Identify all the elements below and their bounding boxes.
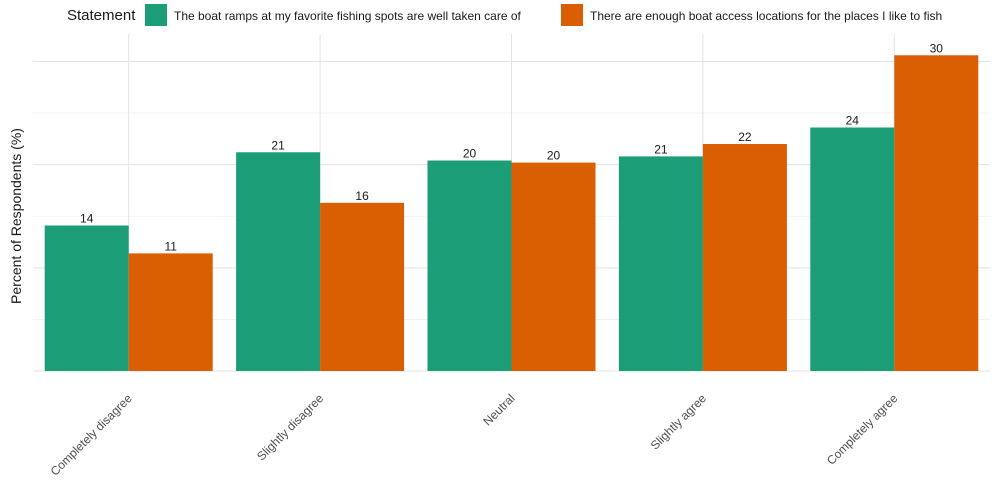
x-tick-label: Completely agree — [824, 391, 901, 468]
legend-key-series-1 — [145, 4, 167, 26]
legend: Statement The boat ramps at my favorite … — [0, 0, 998, 34]
x-tick-label: Neutral — [480, 391, 517, 428]
bar-series-2-completely-agree — [894, 55, 979, 372]
x-tick-label: Completely disagree — [48, 391, 135, 478]
bar-series-2-slightly-disagree — [320, 202, 405, 371]
data-labels: 14 11 21 16 20 20 21 22 24 30 — [80, 41, 943, 253]
data-label: 20 — [463, 147, 477, 161]
data-label: 22 — [738, 130, 752, 144]
legend-label-series-1: The boat ramps at my favorite fishing sp… — [174, 9, 521, 23]
data-label: 30 — [930, 41, 944, 55]
legend-label-series-2: There are enough boat access locations f… — [590, 9, 943, 23]
bar-series-1-slightly-disagree — [236, 152, 321, 371]
data-label: 24 — [846, 114, 860, 128]
bar-series-1-slightly-agree — [618, 156, 703, 371]
bar-series-2-completely-disagree — [128, 253, 213, 371]
data-label: 20 — [547, 149, 561, 163]
bar-series-1-completely-disagree — [44, 225, 129, 371]
bar-series-1-neutral — [427, 160, 512, 371]
legend-key-series-2 — [561, 4, 583, 26]
bar-series-2-neutral — [511, 162, 596, 371]
bar-series-2-slightly-agree — [702, 144, 787, 371]
x-tick-label: Slightly agree — [648, 391, 710, 453]
bar-series-1-completely-agree — [810, 127, 895, 371]
x-axis-ticks: Completely disagree Slightly disagree Neut… — [48, 391, 901, 478]
data-label: 21 — [271, 138, 285, 152]
data-label: 11 — [164, 239, 177, 253]
y-axis-label: Percent of Respondents (%) — [8, 128, 24, 304]
x-tick-label: Slightly disagree — [254, 391, 326, 463]
data-label: 14 — [80, 212, 94, 226]
legend-title: Statement — [67, 7, 136, 24]
bars — [44, 55, 979, 372]
data-label: 21 — [654, 142, 668, 156]
data-label: 16 — [355, 189, 369, 203]
